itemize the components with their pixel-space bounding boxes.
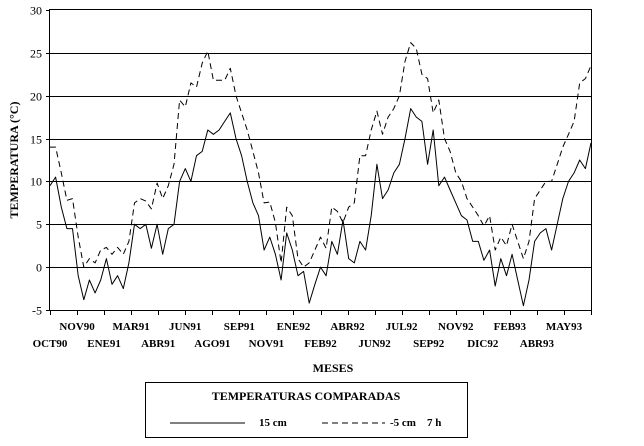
y-axis-title: TEMPERATURA (°C) xyxy=(7,102,21,219)
x-tick-label: JUL92 xyxy=(386,321,418,333)
x-tick-label: NOV90 xyxy=(59,321,95,333)
x-tick-label: MAY93 xyxy=(546,321,583,333)
x-tick-label: ENE91 xyxy=(87,338,121,350)
x-tick-label: SEP92 xyxy=(413,338,445,350)
y-tick-label: 0 xyxy=(36,261,42,275)
x-tick-label: ABR92 xyxy=(330,321,365,333)
y-tick-label: 5 xyxy=(36,218,42,232)
x-tick-label: AGO91 xyxy=(194,338,230,350)
x-tick-label: MAR91 xyxy=(113,321,150,333)
y-tick-label: -5 xyxy=(32,304,42,318)
x-tick-label: OCT90 xyxy=(33,338,68,350)
plot-frame xyxy=(49,9,592,311)
x-tick-label: FEB93 xyxy=(494,321,527,333)
series-line-15cm xyxy=(49,108,592,307)
x-axis-title: MESES xyxy=(313,361,354,375)
gridlines xyxy=(50,53,591,268)
legend-entry-15cm: 15 cm xyxy=(259,417,287,429)
series-line-minus5cm xyxy=(50,42,592,268)
y-axis-ticks: 30 25 20 15 10 5 0 -5 xyxy=(30,4,50,318)
x-tick-label: FEB92 xyxy=(304,338,337,350)
y-tick-label: 25 xyxy=(30,47,42,61)
x-tick-label: JUN91 xyxy=(169,321,201,333)
series-lines xyxy=(49,42,592,307)
y-tick-label: 10 xyxy=(30,175,42,189)
x-tick-label: DIC92 xyxy=(467,338,499,350)
y-tick-label: 30 xyxy=(30,4,42,18)
x-tick-label: JUN92 xyxy=(358,338,391,350)
x-axis-ticks: OCT90 ENE91 ABR91 AGO91 NOV91 FEB92 JUN92 SEP92… xyxy=(33,310,592,350)
x-tick-label: NOV91 xyxy=(249,338,284,350)
x-tick-label: ABR93 xyxy=(520,338,555,350)
x-tick-label: SEP91 xyxy=(224,321,255,333)
x-tick-label: ABR91 xyxy=(141,338,175,350)
legend-title: TEMPERATURAS COMPARADAS xyxy=(212,389,401,403)
legend-entry-minus5cm: -5 cm 7 h xyxy=(390,417,441,429)
x-tick-label: NOV92 xyxy=(438,321,474,333)
y-tick-label: 20 xyxy=(30,90,42,104)
y-tick-label: 15 xyxy=(30,133,42,147)
legend-box xyxy=(145,382,468,438)
legend: TEMPERATURAS COMPARADAS 15 cm -5 cm 7 h xyxy=(145,382,468,438)
x-tick-label: ENE92 xyxy=(277,321,311,333)
